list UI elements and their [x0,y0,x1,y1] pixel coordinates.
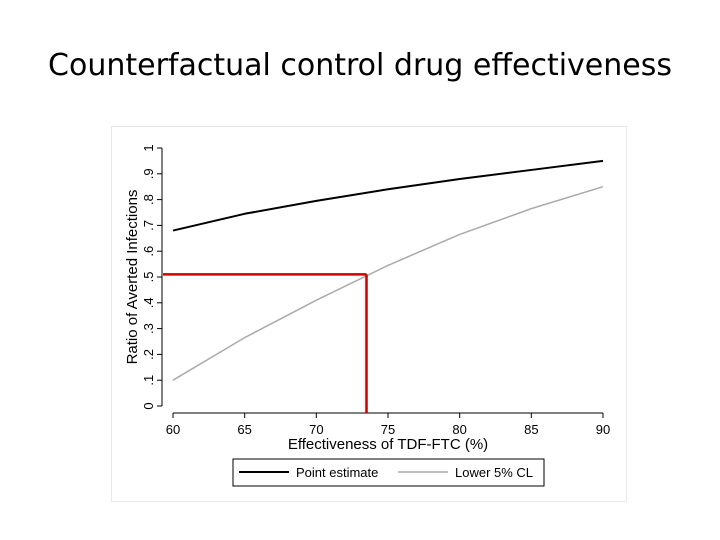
y-tick-label: 0 [141,402,156,409]
y-tick-label: .6 [141,246,156,257]
y-tick-label: .1 [141,375,156,386]
legend-label-point-estimate: Point estimate [296,465,378,480]
x-tick-label: 80 [452,422,466,437]
y-tick-label: .4 [141,297,156,308]
x-tick-label: 60 [166,422,180,437]
x-tick-label: 85 [524,422,538,437]
x-tick-label: 65 [237,422,251,437]
y-tick-label: .8 [141,194,156,205]
legend-label-lower-5-cl: Lower 5% CL [455,465,533,480]
series-line-lower-5-cl [172,185,604,381]
y-tick-label: .7 [141,220,156,231]
y-tick-label: .9 [141,168,156,179]
y-tick-label: 1 [141,144,156,151]
series-line-point-estimate [172,159,604,232]
y-tick-label: .2 [141,349,156,360]
y-tick-label: .3 [141,323,156,334]
y-axis-title: Ratio of Averted Infections [124,190,141,365]
slide-title: Counterfactual control drug effectivenes… [48,48,672,83]
x-tick-label: 75 [381,422,395,437]
x-tick-label: 70 [309,422,323,437]
x-axis-title: Effectiveness of TDF-FTC (%) [288,436,488,453]
chart-panel [111,126,627,502]
y-tick-label: .5 [141,272,156,283]
x-tick-label: 90 [596,422,610,437]
